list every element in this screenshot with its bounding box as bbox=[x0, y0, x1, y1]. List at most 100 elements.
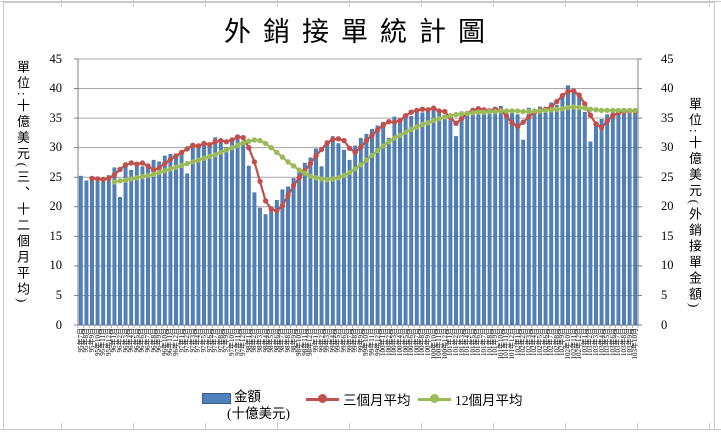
line-series-3mo-marker bbox=[453, 120, 459, 127]
bar bbox=[241, 142, 246, 326]
line-series-3mo-marker bbox=[206, 142, 213, 148]
line-series-3mo-marker bbox=[128, 160, 134, 166]
bar bbox=[101, 178, 106, 326]
line-series-3mo-marker bbox=[358, 144, 364, 150]
line-series-12mo-marker bbox=[632, 107, 638, 114]
bar bbox=[431, 107, 436, 326]
line-series-12mo-marker bbox=[122, 177, 129, 183]
bar bbox=[403, 114, 408, 326]
bar bbox=[123, 165, 128, 326]
line-series-12mo-marker bbox=[492, 108, 498, 115]
y-tick-label-right: 20 bbox=[661, 199, 674, 214]
bar bbox=[308, 157, 313, 326]
line-series-3mo-marker bbox=[218, 137, 224, 144]
line-series-12mo-marker bbox=[425, 120, 431, 126]
line-series-12mo-marker bbox=[537, 108, 543, 114]
line-series-12mo-marker bbox=[201, 155, 207, 161]
line-series-12mo-marker bbox=[386, 139, 392, 145]
line-series-12mo-marker bbox=[565, 104, 571, 111]
y-tick-label-right: 15 bbox=[661, 228, 674, 243]
bar bbox=[263, 214, 268, 326]
y-tick-label-right: 40 bbox=[661, 81, 674, 96]
line-series-12mo-marker bbox=[582, 105, 588, 111]
bar bbox=[112, 167, 117, 326]
line-series-3mo-marker bbox=[419, 106, 426, 112]
bar bbox=[566, 85, 570, 326]
bar bbox=[157, 161, 162, 326]
line-series-3mo-marker bbox=[139, 160, 146, 166]
bar bbox=[134, 162, 139, 326]
line-series-12mo-marker bbox=[167, 166, 174, 172]
bar bbox=[174, 157, 178, 326]
line-series-12mo-marker bbox=[313, 175, 319, 181]
y-tick-label-left: 30 bbox=[49, 140, 63, 155]
bar bbox=[213, 137, 218, 326]
line-series-12mo-marker bbox=[458, 111, 465, 117]
bar bbox=[543, 107, 548, 326]
bar bbox=[84, 180, 89, 326]
bar bbox=[325, 140, 330, 326]
bar bbox=[594, 123, 598, 326]
line-series-12mo-marker bbox=[206, 153, 213, 160]
bar bbox=[437, 113, 442, 326]
line-series-12mo-marker bbox=[514, 108, 521, 114]
bar bbox=[426, 110, 430, 326]
line-series-12mo-marker bbox=[408, 126, 414, 132]
line-series-12mo-marker bbox=[548, 107, 554, 113]
bar bbox=[633, 110, 638, 326]
y-tick-label-left: 45 bbox=[49, 51, 63, 66]
y-tick-label-left: 25 bbox=[49, 169, 63, 184]
bar bbox=[476, 109, 481, 326]
line-series-3mo-marker bbox=[173, 153, 179, 159]
line-series-3mo-marker bbox=[212, 139, 218, 145]
line-series-3mo-marker bbox=[290, 182, 297, 189]
line-series-12mo bbox=[111, 104, 638, 185]
line-series-3mo-marker bbox=[397, 117, 403, 124]
y-tick-label-left: 0 bbox=[55, 317, 62, 332]
y-tick-label-right: 25 bbox=[661, 169, 674, 184]
bar-series-amount bbox=[78, 85, 638, 326]
line-series-3mo-marker bbox=[190, 142, 196, 148]
legend-label-amount-unit: (十億美元) bbox=[227, 406, 290, 421]
line-series-3mo-marker bbox=[117, 166, 123, 173]
line-series-12mo-marker bbox=[593, 107, 599, 113]
line-series-3mo-marker bbox=[330, 136, 336, 143]
line-series-3mo-marker bbox=[346, 145, 353, 151]
bar bbox=[420, 112, 425, 326]
bar bbox=[381, 122, 386, 326]
bar bbox=[319, 166, 324, 326]
y-tick-label-left: 10 bbox=[49, 258, 63, 273]
line-series-12mo-marker bbox=[615, 107, 622, 114]
bar bbox=[498, 106, 503, 326]
bar bbox=[230, 139, 234, 326]
line-series-3mo-marker bbox=[279, 202, 286, 209]
bar bbox=[168, 153, 173, 326]
line-series-12mo-marker bbox=[436, 116, 442, 122]
line-series-3mo-marker bbox=[402, 113, 409, 119]
line-series-3mo-marker bbox=[442, 108, 448, 115]
line-series-3mo-marker bbox=[262, 198, 269, 204]
left-axis-title: 單位:十億美元(三、十二個月平均) bbox=[15, 60, 30, 306]
bar bbox=[269, 208, 274, 326]
line-series-3mo-marker bbox=[559, 92, 566, 99]
bar bbox=[218, 142, 223, 326]
line-series-12mo-marker bbox=[470, 110, 476, 116]
line-series-12mo-marker bbox=[117, 178, 123, 184]
bar bbox=[504, 109, 509, 326]
y-tick-label-right: 10 bbox=[661, 258, 674, 273]
line-series-12mo-marker bbox=[173, 164, 179, 170]
line-series-3mo-marker bbox=[386, 119, 392, 125]
line-series-12mo-marker bbox=[419, 121, 426, 128]
bar bbox=[162, 155, 167, 326]
line-series-3mo-marker bbox=[240, 134, 246, 141]
line-series-12mo-marker bbox=[604, 107, 610, 114]
line-series-3mo-marker bbox=[425, 107, 431, 113]
y-tick-label-right: 35 bbox=[661, 110, 674, 125]
line-series-3mo-marker bbox=[167, 156, 174, 163]
line-series-3mo-marker bbox=[134, 161, 140, 167]
legend-bar-swatch-icon bbox=[202, 393, 231, 404]
bar bbox=[599, 119, 604, 326]
bar bbox=[386, 138, 391, 326]
bar bbox=[179, 151, 184, 326]
bar bbox=[605, 114, 610, 326]
